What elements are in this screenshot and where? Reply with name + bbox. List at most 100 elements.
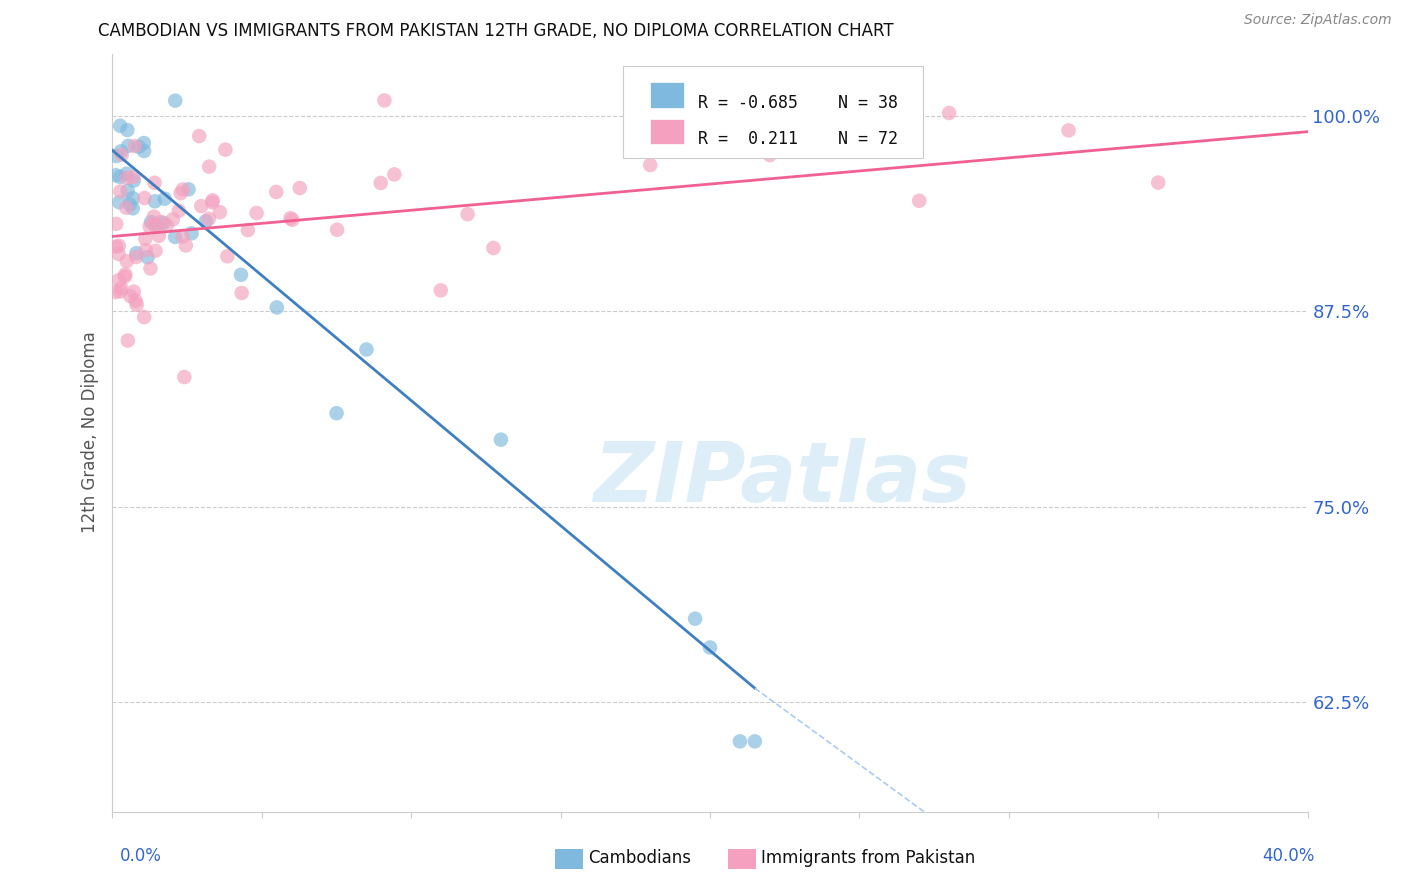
Point: [167, 203, 190, 218]
Point: [170, 186, 193, 201]
Point: [125, 250, 148, 264]
Point: [135, 243, 157, 257]
Point: [125, 246, 148, 260]
Point: [153, 192, 176, 206]
Point: [1147, 176, 1170, 190]
Point: [373, 94, 395, 108]
Point: [201, 194, 224, 208]
Point: [117, 123, 139, 137]
Point: [190, 199, 212, 213]
Point: [281, 212, 304, 227]
Point: [132, 144, 155, 158]
Point: [122, 169, 145, 184]
Point: [938, 106, 960, 120]
Point: [728, 734, 751, 748]
Point: [115, 201, 138, 215]
Bar: [651, 82, 683, 108]
Point: [683, 612, 706, 626]
Point: [194, 214, 217, 228]
Point: [201, 195, 224, 210]
Point: [162, 212, 184, 227]
Point: [107, 239, 129, 253]
Point: [457, 207, 479, 221]
Point: [149, 215, 172, 229]
Point: [640, 158, 662, 172]
Text: 40.0%: 40.0%: [1263, 847, 1315, 865]
Point: [122, 173, 145, 187]
Point: [214, 143, 236, 157]
FancyBboxPatch shape: [623, 66, 922, 158]
Point: [115, 254, 138, 268]
Text: R = -0.685    N = 38: R = -0.685 N = 38: [699, 94, 898, 112]
Point: [108, 273, 131, 287]
Point: [208, 205, 231, 219]
Point: [132, 136, 155, 150]
Point: [110, 285, 132, 299]
Point: [382, 168, 405, 182]
Point: [173, 370, 195, 384]
Bar: [651, 119, 683, 145]
Point: [172, 229, 194, 244]
Point: [145, 218, 167, 232]
Point: [117, 334, 139, 348]
Text: R =  0.211    N = 72: R = 0.211 N = 72: [699, 130, 898, 148]
Point: [110, 281, 132, 295]
Point: [231, 285, 253, 300]
Point: [325, 406, 347, 420]
Point: [114, 268, 136, 282]
Point: [143, 176, 166, 190]
Point: [108, 195, 131, 210]
Point: [266, 301, 288, 315]
Point: [105, 217, 128, 231]
Text: 0.0%: 0.0%: [120, 847, 162, 865]
Point: [121, 202, 143, 216]
Point: [280, 211, 302, 226]
Point: [370, 176, 392, 190]
Point: [180, 227, 202, 241]
Point: [122, 285, 145, 299]
Point: [139, 215, 162, 229]
Point: [326, 223, 349, 237]
Point: [139, 261, 162, 276]
Point: [217, 249, 239, 263]
Point: [489, 433, 512, 447]
Point: [105, 149, 128, 163]
Text: Cambodians: Cambodians: [588, 849, 690, 867]
Point: [125, 298, 148, 312]
Point: [120, 289, 142, 303]
Point: [152, 216, 174, 230]
Point: [429, 284, 451, 298]
Point: [198, 211, 221, 226]
Point: [104, 168, 127, 182]
Point: [134, 232, 156, 246]
Point: [482, 241, 505, 255]
Point: [138, 219, 160, 234]
Text: Source: ZipAtlas.com: Source: ZipAtlas.com: [1244, 13, 1392, 28]
Point: [111, 147, 134, 161]
Point: [908, 194, 931, 208]
Point: [246, 206, 269, 220]
Point: [114, 269, 136, 284]
Text: CAMBODIAN VS IMMIGRANTS FROM PAKISTAN 12TH GRADE, NO DIPLOMA CORRELATION CHART: CAMBODIAN VS IMMIGRANTS FROM PAKISTAN 12…: [98, 22, 894, 40]
Point: [356, 343, 378, 357]
Point: [177, 182, 200, 196]
Point: [115, 170, 138, 185]
Point: [165, 230, 187, 244]
Point: [744, 734, 766, 748]
Point: [104, 285, 127, 300]
Point: [174, 238, 197, 252]
Point: [121, 191, 143, 205]
Point: [143, 194, 166, 209]
Point: [110, 185, 132, 199]
Point: [229, 268, 252, 282]
Point: [108, 119, 131, 133]
Point: [134, 191, 156, 205]
Point: [145, 244, 167, 258]
Point: [759, 148, 782, 162]
Point: [165, 94, 187, 108]
Point: [117, 184, 139, 198]
Point: [117, 138, 139, 153]
Point: [128, 139, 150, 153]
Y-axis label: 12th Grade, No Diploma: 12th Grade, No Diploma: [80, 332, 98, 533]
Point: [236, 223, 259, 237]
